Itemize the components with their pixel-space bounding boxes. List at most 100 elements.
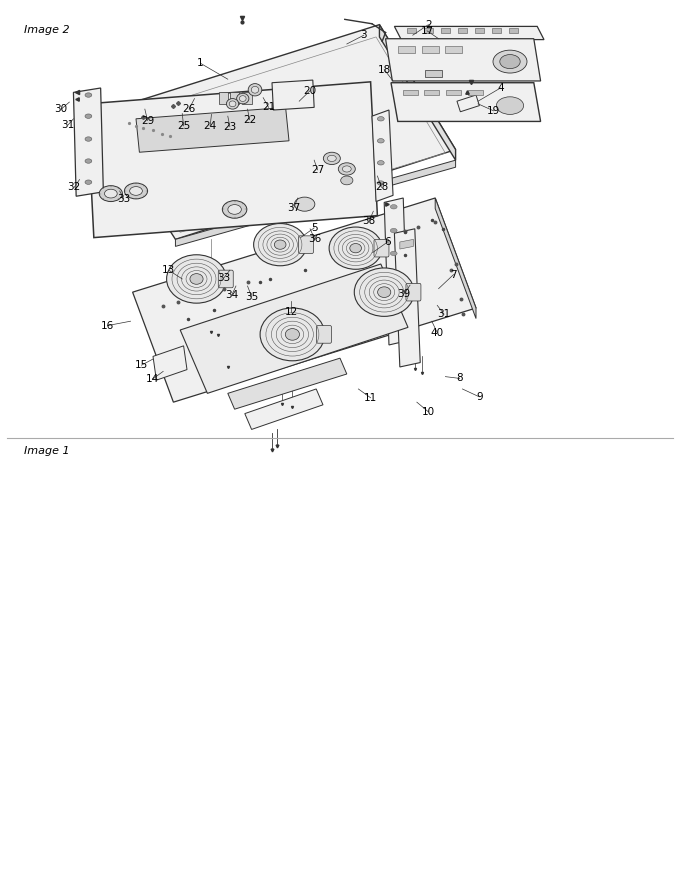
Ellipse shape <box>354 268 414 316</box>
Ellipse shape <box>239 96 246 101</box>
Ellipse shape <box>324 152 340 165</box>
Text: 25: 25 <box>177 121 190 131</box>
Polygon shape <box>509 28 518 33</box>
Text: 39: 39 <box>397 289 411 299</box>
Ellipse shape <box>260 308 325 361</box>
Polygon shape <box>422 46 439 53</box>
Ellipse shape <box>124 183 148 199</box>
Text: 30: 30 <box>54 104 68 114</box>
Ellipse shape <box>390 204 397 209</box>
FancyBboxPatch shape <box>218 270 233 288</box>
Polygon shape <box>136 107 289 152</box>
Ellipse shape <box>190 274 203 284</box>
Ellipse shape <box>85 136 92 142</box>
Text: 21: 21 <box>262 102 275 113</box>
FancyBboxPatch shape <box>316 326 332 343</box>
Polygon shape <box>441 28 450 33</box>
Text: 31: 31 <box>437 309 451 319</box>
Text: 22: 22 <box>243 114 256 125</box>
Text: 32: 32 <box>67 182 81 193</box>
Polygon shape <box>230 92 239 104</box>
Ellipse shape <box>167 254 226 303</box>
Polygon shape <box>153 346 187 380</box>
Text: 27: 27 <box>311 165 324 175</box>
Polygon shape <box>424 90 439 95</box>
Text: 3: 3 <box>360 30 367 40</box>
Text: 19: 19 <box>487 106 500 116</box>
Text: 2: 2 <box>425 19 432 30</box>
Polygon shape <box>400 239 413 249</box>
Polygon shape <box>394 26 544 40</box>
Text: 14: 14 <box>146 374 159 385</box>
Polygon shape <box>386 39 541 81</box>
Ellipse shape <box>254 224 307 266</box>
Polygon shape <box>468 90 483 95</box>
Polygon shape <box>424 28 433 33</box>
Ellipse shape <box>350 244 362 253</box>
Ellipse shape <box>500 55 520 69</box>
Text: 38: 38 <box>362 216 376 226</box>
Ellipse shape <box>327 155 336 162</box>
Text: 26: 26 <box>182 104 196 114</box>
Ellipse shape <box>274 240 286 249</box>
Ellipse shape <box>341 176 353 185</box>
Ellipse shape <box>286 328 299 341</box>
Text: 4: 4 <box>497 83 504 93</box>
Text: Image 2: Image 2 <box>24 25 69 34</box>
Text: Image 1: Image 1 <box>24 446 69 456</box>
Ellipse shape <box>390 251 397 255</box>
Text: 40: 40 <box>430 327 444 338</box>
Ellipse shape <box>229 101 236 106</box>
Ellipse shape <box>377 160 384 165</box>
Text: 24: 24 <box>203 121 217 131</box>
Text: 15: 15 <box>135 360 148 370</box>
Polygon shape <box>391 83 541 121</box>
Text: 31: 31 <box>61 120 75 130</box>
Text: 18: 18 <box>377 64 391 75</box>
Text: 33: 33 <box>217 273 231 283</box>
Text: 1: 1 <box>197 58 204 69</box>
Ellipse shape <box>377 180 384 185</box>
Polygon shape <box>403 90 418 95</box>
Ellipse shape <box>377 287 391 297</box>
Polygon shape <box>446 90 461 95</box>
Polygon shape <box>398 46 415 53</box>
Ellipse shape <box>339 163 355 175</box>
Text: 28: 28 <box>375 182 388 193</box>
Text: 35: 35 <box>245 291 258 302</box>
Text: 36: 36 <box>308 234 322 245</box>
Polygon shape <box>87 82 377 238</box>
Polygon shape <box>272 80 314 110</box>
Ellipse shape <box>85 92 92 97</box>
Polygon shape <box>475 28 484 33</box>
Text: 33: 33 <box>117 194 131 204</box>
Ellipse shape <box>377 116 384 121</box>
Polygon shape <box>245 389 323 429</box>
Polygon shape <box>242 92 252 104</box>
Ellipse shape <box>130 187 142 195</box>
Polygon shape <box>219 92 228 104</box>
Ellipse shape <box>105 189 117 198</box>
FancyBboxPatch shape <box>374 239 389 257</box>
Polygon shape <box>73 88 103 196</box>
Polygon shape <box>180 264 408 393</box>
Text: 17: 17 <box>420 26 434 36</box>
Text: 10: 10 <box>422 407 435 417</box>
Text: 13: 13 <box>162 265 175 275</box>
Ellipse shape <box>222 201 247 218</box>
FancyBboxPatch shape <box>406 283 421 301</box>
Text: 11: 11 <box>364 392 377 403</box>
Polygon shape <box>435 198 476 319</box>
Text: 16: 16 <box>101 320 114 331</box>
Ellipse shape <box>390 228 397 233</box>
Ellipse shape <box>85 114 92 118</box>
Text: 29: 29 <box>141 115 154 126</box>
Text: 8: 8 <box>456 373 463 384</box>
Ellipse shape <box>85 158 92 164</box>
Ellipse shape <box>226 99 239 109</box>
Polygon shape <box>407 28 416 33</box>
Ellipse shape <box>85 180 92 184</box>
Text: 6: 6 <box>384 237 391 247</box>
Text: 34: 34 <box>225 290 239 300</box>
FancyBboxPatch shape <box>299 236 313 253</box>
